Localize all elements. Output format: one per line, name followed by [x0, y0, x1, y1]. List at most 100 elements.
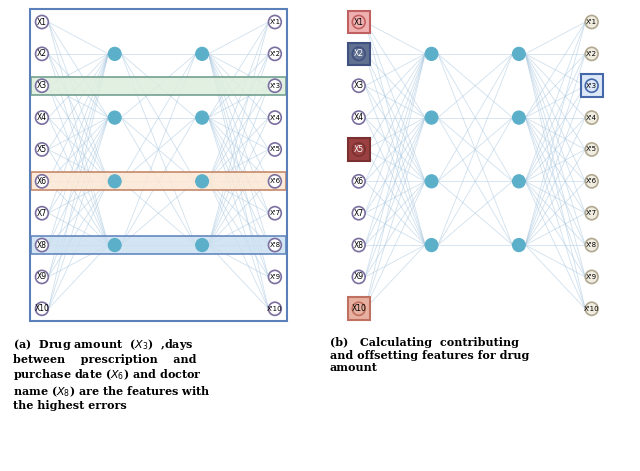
- Circle shape: [352, 270, 365, 284]
- Text: X'5: X'5: [269, 146, 280, 153]
- FancyBboxPatch shape: [31, 172, 286, 190]
- Circle shape: [352, 302, 365, 316]
- Circle shape: [352, 175, 365, 188]
- Text: X2: X2: [354, 49, 364, 58]
- Text: X1: X1: [354, 17, 364, 26]
- Circle shape: [108, 175, 121, 188]
- Circle shape: [425, 238, 438, 252]
- Circle shape: [585, 238, 598, 252]
- Text: X2: X2: [37, 49, 47, 58]
- Circle shape: [513, 47, 525, 60]
- FancyBboxPatch shape: [31, 236, 286, 254]
- Text: X'3: X'3: [269, 83, 280, 89]
- Circle shape: [35, 16, 49, 29]
- Text: X'4: X'4: [586, 114, 597, 121]
- Circle shape: [352, 238, 365, 252]
- FancyBboxPatch shape: [348, 138, 370, 161]
- Text: X6: X6: [354, 177, 364, 186]
- Circle shape: [108, 47, 121, 60]
- Circle shape: [268, 270, 282, 284]
- Text: X7: X7: [37, 209, 47, 218]
- Circle shape: [352, 79, 365, 92]
- Circle shape: [35, 238, 49, 252]
- Text: X5: X5: [354, 145, 364, 154]
- Circle shape: [268, 175, 282, 188]
- Text: X'10: X'10: [584, 306, 600, 312]
- Text: X7: X7: [354, 209, 364, 218]
- Circle shape: [268, 79, 282, 92]
- Circle shape: [268, 16, 282, 29]
- Text: X9: X9: [37, 272, 47, 282]
- Text: (a)  Drug amount  ($X_3$)  ,days
between    prescription    and
purchase date ($: (a) Drug amount ($X_3$) ,days between pr…: [13, 337, 211, 411]
- Text: X4: X4: [354, 113, 364, 122]
- FancyBboxPatch shape: [580, 74, 603, 97]
- Circle shape: [196, 111, 209, 124]
- Circle shape: [268, 143, 282, 156]
- Circle shape: [513, 111, 525, 124]
- Text: X'6: X'6: [269, 179, 280, 184]
- Circle shape: [352, 16, 365, 29]
- Circle shape: [585, 175, 598, 188]
- Circle shape: [35, 111, 49, 124]
- Text: X'3: X'3: [586, 83, 597, 89]
- Circle shape: [196, 175, 209, 188]
- Text: X'7: X'7: [586, 210, 597, 216]
- FancyBboxPatch shape: [348, 11, 370, 33]
- Circle shape: [585, 16, 598, 29]
- Text: X'8: X'8: [269, 242, 280, 248]
- Text: X6: X6: [37, 177, 47, 186]
- Text: X5: X5: [37, 145, 47, 154]
- Circle shape: [35, 47, 49, 60]
- Circle shape: [425, 175, 438, 188]
- Circle shape: [196, 238, 209, 252]
- Circle shape: [352, 47, 365, 60]
- Text: X4: X4: [37, 113, 47, 122]
- Circle shape: [268, 47, 282, 60]
- FancyBboxPatch shape: [348, 298, 370, 320]
- Circle shape: [268, 207, 282, 220]
- Text: (b)   Calculating  contributing
and offsetting features for drug
amount: (b) Calculating contributing and offsett…: [330, 337, 529, 374]
- Text: X'5: X'5: [586, 146, 597, 153]
- FancyBboxPatch shape: [348, 42, 370, 65]
- Text: X10: X10: [351, 304, 366, 313]
- Text: X'8: X'8: [586, 242, 597, 248]
- Text: X3: X3: [37, 81, 47, 90]
- Circle shape: [585, 270, 598, 284]
- Circle shape: [108, 238, 121, 252]
- Circle shape: [585, 47, 598, 60]
- Circle shape: [585, 143, 598, 156]
- Text: X3: X3: [354, 81, 364, 90]
- Text: X'2: X'2: [586, 51, 597, 57]
- Circle shape: [35, 207, 49, 220]
- Circle shape: [268, 302, 282, 316]
- Text: X8: X8: [37, 241, 47, 250]
- FancyBboxPatch shape: [31, 77, 286, 95]
- Circle shape: [425, 111, 438, 124]
- Circle shape: [352, 111, 365, 124]
- Circle shape: [585, 79, 598, 92]
- Text: X'4: X'4: [269, 114, 280, 121]
- Circle shape: [35, 270, 49, 284]
- Circle shape: [35, 79, 49, 92]
- Circle shape: [352, 143, 365, 156]
- Circle shape: [35, 175, 49, 188]
- Text: X'7: X'7: [269, 210, 280, 216]
- Circle shape: [108, 111, 121, 124]
- Text: X'9: X'9: [586, 274, 597, 280]
- Text: X'10: X'10: [267, 306, 283, 312]
- Text: X9: X9: [354, 272, 364, 282]
- Text: X'9: X'9: [269, 274, 280, 280]
- Circle shape: [425, 47, 438, 60]
- Circle shape: [585, 207, 598, 220]
- Circle shape: [268, 111, 282, 124]
- Circle shape: [196, 47, 209, 60]
- Text: X8: X8: [354, 241, 364, 250]
- Text: X'6: X'6: [586, 179, 597, 184]
- Text: X'2: X'2: [269, 51, 280, 57]
- Circle shape: [352, 207, 365, 220]
- Circle shape: [35, 302, 49, 316]
- Text: X'1: X'1: [269, 19, 280, 25]
- Circle shape: [585, 302, 598, 316]
- Circle shape: [513, 238, 525, 252]
- Circle shape: [513, 175, 525, 188]
